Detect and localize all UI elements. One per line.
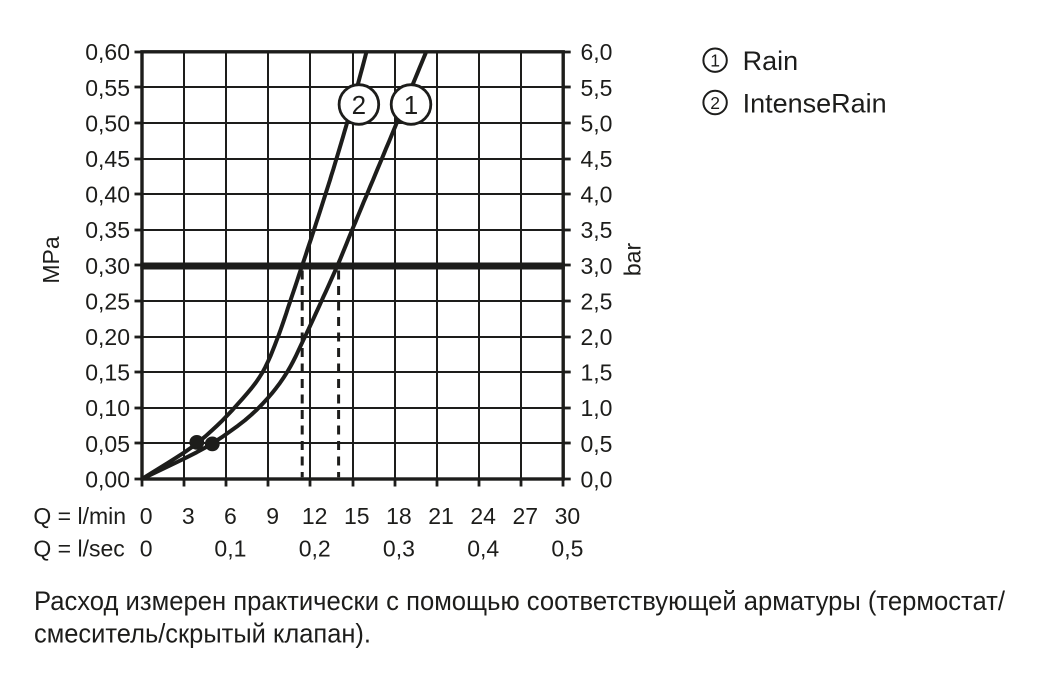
svg-text:6,0: 6,0	[581, 39, 613, 65]
svg-text:0,0: 0,0	[581, 466, 613, 492]
svg-text:0,30: 0,30	[85, 253, 130, 279]
svg-text:Rain: Rain	[743, 46, 799, 76]
svg-text:5,0: 5,0	[581, 110, 613, 136]
svg-text:2,0: 2,0	[581, 324, 613, 350]
svg-text:0,55: 0,55	[85, 75, 130, 101]
svg-text:18: 18	[386, 503, 412, 529]
svg-text:3,0: 3,0	[581, 253, 613, 279]
svg-text:bar: bar	[620, 243, 646, 277]
svg-text:0,2: 0,2	[299, 535, 331, 561]
svg-text:0,5: 0,5	[551, 535, 583, 561]
svg-text:IntenseRain: IntenseRain	[743, 88, 887, 118]
svg-text:0,05: 0,05	[85, 431, 130, 457]
svg-text:0,35: 0,35	[85, 217, 130, 243]
svg-text:0,4: 0,4	[467, 535, 499, 561]
svg-text:12: 12	[302, 503, 328, 529]
svg-text:9: 9	[266, 503, 279, 529]
svg-text:0,60: 0,60	[85, 39, 130, 65]
svg-text:4,0: 4,0	[581, 182, 613, 208]
svg-text:5,5: 5,5	[581, 75, 613, 101]
svg-text:3: 3	[182, 503, 195, 529]
svg-text:0,15: 0,15	[85, 360, 130, 386]
svg-text:1: 1	[710, 51, 720, 71]
svg-text:0,50: 0,50	[85, 110, 130, 136]
svg-text:4,5: 4,5	[581, 146, 613, 172]
svg-text:0,3: 0,3	[383, 535, 415, 561]
svg-text:15: 15	[344, 503, 370, 529]
svg-text:0,45: 0,45	[85, 146, 130, 172]
svg-text:3,5: 3,5	[581, 217, 613, 243]
svg-text:0,00: 0,00	[85, 466, 130, 492]
svg-text:2: 2	[710, 93, 720, 113]
svg-text:21: 21	[428, 503, 454, 529]
svg-text:24: 24	[470, 503, 496, 529]
svg-text:30: 30	[555, 503, 581, 529]
svg-text:0,5: 0,5	[581, 431, 613, 457]
svg-text:0,1: 0,1	[214, 535, 246, 561]
svg-text:Q = l/sec: Q = l/sec	[33, 535, 124, 561]
svg-text:6: 6	[224, 503, 237, 529]
svg-text:2: 2	[352, 90, 366, 120]
svg-text:0: 0	[140, 535, 153, 561]
svg-text:1,0: 1,0	[581, 395, 613, 421]
svg-text:смеситель/скрытый клапан).: смеситель/скрытый клапан).	[34, 618, 371, 648]
svg-text:1,5: 1,5	[581, 360, 613, 386]
svg-text:0,20: 0,20	[85, 324, 130, 350]
svg-text:Расход измерен практически с п: Расход измерен практически с помощью соо…	[34, 586, 1005, 616]
svg-text:0: 0	[140, 503, 153, 529]
svg-text:0,25: 0,25	[85, 288, 130, 314]
svg-text:2,5: 2,5	[581, 288, 613, 314]
svg-text:Q = l/min: Q = l/min	[33, 503, 126, 529]
svg-text:1: 1	[404, 90, 418, 120]
svg-text:MPa: MPa	[38, 236, 64, 284]
svg-text:27: 27	[513, 503, 539, 529]
svg-text:0,40: 0,40	[85, 182, 130, 208]
svg-text:0,10: 0,10	[85, 395, 130, 421]
